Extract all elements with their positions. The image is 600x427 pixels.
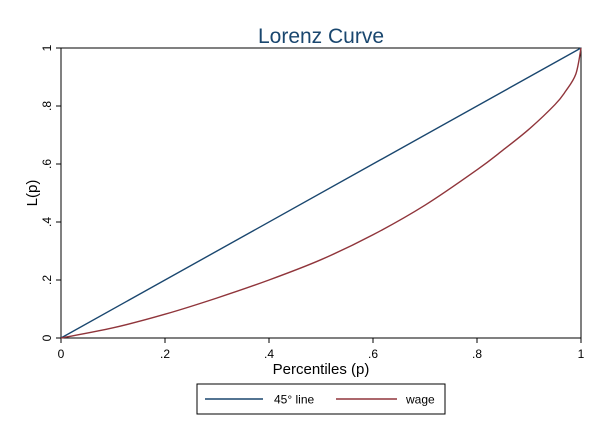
y-axis: 0 .2 .4 .6 .8 1 — [40, 44, 61, 341]
chart-title: Lorenz Curve — [258, 25, 384, 48]
y-tick-label: .2 — [40, 275, 54, 285]
x-tick-label: 0 — [58, 347, 65, 361]
series-line-0 — [60, 47, 582, 339]
x-tick-label: .6 — [368, 347, 378, 361]
y-tick-label: .4 — [40, 217, 54, 227]
x-axis-label: Percentiles (p) — [273, 361, 370, 378]
plot-area — [60, 47, 582, 339]
x-tick-label: .2 — [160, 347, 170, 361]
y-tick-label: .8 — [40, 101, 54, 111]
legend: 45° line wage — [196, 383, 446, 415]
series-line-1 — [60, 47, 582, 339]
legend-label-1: wage — [405, 393, 435, 407]
y-tick-label: .6 — [40, 159, 54, 169]
y-axis-label: L(p) — [24, 180, 41, 207]
y-tick-label: 0 — [40, 334, 54, 341]
x-tick-label: .8 — [472, 347, 482, 361]
watermark: 知乎 @lyuh — [492, 394, 569, 411]
y-tick-label: 1 — [40, 44, 54, 51]
legend-label-0: 45° line — [274, 393, 314, 407]
x-tick-label: 1 — [578, 347, 585, 361]
series-layer — [60, 47, 582, 339]
x-axis: 0 .2 .4 .6 .8 1 — [58, 338, 585, 361]
x-tick-label: .4 — [264, 347, 274, 361]
